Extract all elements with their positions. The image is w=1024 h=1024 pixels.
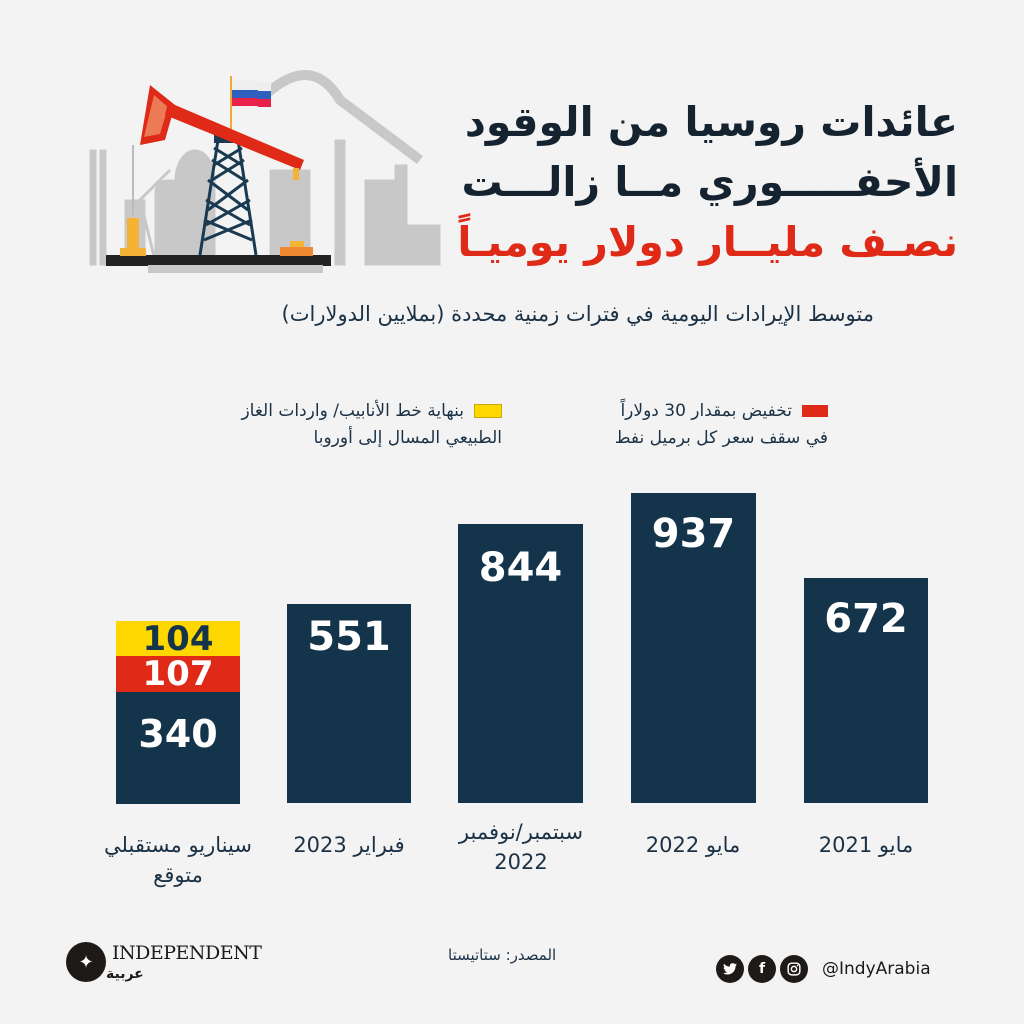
instagram-icon[interactable]	[780, 955, 808, 983]
segment-value: 340	[138, 712, 218, 756]
bar-feb-2023: 551	[287, 604, 411, 803]
legend-label: تخفيض بمقدار 30 دولاراً	[620, 401, 792, 421]
segment-value: 107	[142, 654, 214, 694]
segment-price-cap: 107	[116, 656, 240, 692]
social-links: f @IndyArabia	[716, 955, 931, 983]
legend-item-pipeline-lng: بنهاية خط الأنابيب/ واردات الغاز الطبيعي…	[241, 398, 502, 452]
facebook-icon[interactable]: f	[748, 955, 776, 983]
x-label-line: مايو 2021	[818, 833, 914, 857]
bar-sep-nov-2022: 844	[458, 524, 583, 803]
segment-lng: 104	[116, 619, 240, 659]
bar-value: 672	[824, 596, 908, 642]
x-label-line: سيناريو مستقبلي	[104, 833, 252, 857]
independent-arabia-logo: ✦ INDEPENDENT عربية	[66, 942, 262, 982]
bar-value: 551	[307, 614, 391, 660]
bar-may-2021: 672	[804, 578, 928, 803]
oil-pump-illustration	[80, 60, 450, 275]
x-label-sep-nov-2022: سبتمبر/نوفمبر 2022	[436, 817, 606, 877]
legend-swatch-yellow	[474, 404, 502, 418]
logo-subtext: عربية	[106, 966, 144, 982]
legend-label: الطبيعي المسال إلى أوروبا	[313, 428, 502, 448]
legend-label: في سقف سعر كل برميل نفط	[614, 428, 828, 448]
x-label-line: مايو 2022	[645, 833, 741, 857]
title-line-1: عائدات روسيا من الوقود	[464, 98, 958, 146]
x-label-feb-2023: فبراير 2023	[264, 830, 434, 860]
x-label-line: سبتمبر/نوفمبر	[458, 820, 584, 844]
title-line-3-highlight: نصـف مليــار دولار يوميـاً	[457, 218, 958, 266]
x-label-may-2021: مايو 2021	[781, 830, 951, 860]
legend-label: بنهاية خط الأنابيب/ واردات الغاز	[241, 401, 464, 421]
title-line-2: الأحفـــــوري مــا زالـــت	[461, 158, 958, 206]
bar-value: 937	[651, 511, 736, 557]
x-label-may-2022: مايو 2022	[608, 830, 778, 860]
logo-text: INDEPENDENT	[112, 942, 262, 964]
source-text: المصدر: ستاتيستا	[448, 946, 557, 964]
eagle-icon: ✦	[66, 942, 106, 982]
segment-base: 340	[116, 715, 240, 753]
x-label-line: متوقع	[153, 863, 203, 887]
twitter-icon[interactable]	[716, 955, 744, 983]
x-label-future-scenario: سيناريو مستقبلي متوقع	[93, 830, 263, 890]
social-handle[interactable]: @IndyArabia	[822, 959, 931, 979]
infographic-title: عائدات روسيا من الوقود الأحفـــــوري مــ…	[438, 92, 958, 272]
bar-future-scenario: 104 107 340	[116, 621, 240, 804]
segment-value: 104	[142, 619, 214, 659]
bar-may-2022: 937	[631, 493, 756, 803]
x-label-line: 2022	[494, 850, 548, 874]
legend-swatch-red	[802, 405, 828, 417]
bar-value: 844	[478, 545, 563, 591]
chart-subtitle: متوسط الإيرادات اليومية في فترات زمنية م…	[281, 302, 874, 326]
legend-item-price-cap: تخفيض بمقدار 30 دولاراً في سقف سعر كل بر…	[615, 398, 828, 452]
x-label-line: فبراير 2023	[293, 833, 405, 857]
